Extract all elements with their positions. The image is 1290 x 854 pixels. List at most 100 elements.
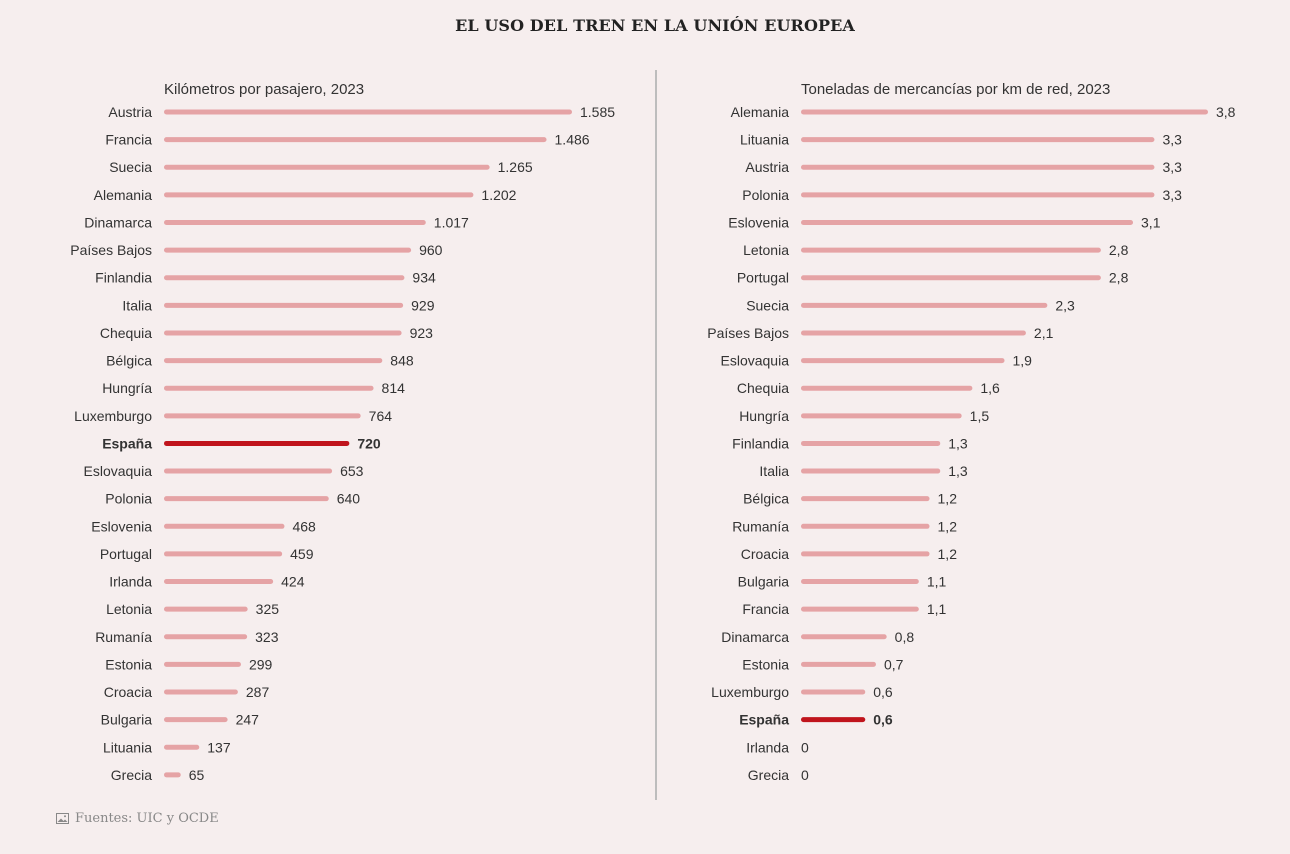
value-label: 1.017 — [434, 214, 469, 230]
passenger-km-chart: Kilómetros por pasajero, 2023 Austria 1.58… — [70, 81, 615, 783]
value-label: 653 — [340, 463, 364, 479]
value-label: 764 — [369, 408, 393, 424]
value-label: 1,3 — [948, 463, 968, 479]
value-label: 960 — [419, 242, 443, 258]
category-label: Letonia — [106, 601, 152, 617]
category-label: Suecia — [746, 297, 789, 313]
category-label: Rumanía — [95, 629, 152, 645]
category-label: Luxemburgo — [74, 408, 152, 424]
value-label: 0,6 — [873, 712, 893, 728]
value-label: 287 — [246, 684, 270, 700]
category-label: Dinamarca — [84, 214, 152, 230]
category-label: Eslovaquia — [84, 463, 153, 479]
value-label: 1,6 — [980, 380, 1000, 396]
category-label: Polonia — [105, 491, 152, 507]
category-label: Grecia — [111, 767, 152, 783]
value-label: 0,7 — [884, 656, 904, 672]
value-label: 247 — [236, 712, 260, 728]
value-label: 3,3 — [1162, 187, 1182, 203]
value-label: 3,1 — [1141, 214, 1161, 230]
category-label: Estonia — [742, 656, 789, 672]
value-label: 923 — [410, 325, 434, 341]
category-label: Portugal — [737, 270, 789, 286]
category-label: Hungría — [739, 408, 789, 424]
value-label: 0 — [801, 739, 809, 755]
image-icon — [56, 813, 69, 824]
value-label: 3,8 — [1216, 104, 1236, 120]
category-label: Dinamarca — [721, 629, 789, 645]
value-label: 1,1 — [927, 574, 947, 590]
value-label: 1.585 — [580, 104, 615, 120]
category-label: Chequia — [100, 325, 152, 341]
value-label: 848 — [390, 353, 414, 369]
value-label: 2,8 — [1109, 270, 1129, 286]
category-label: Bulgaria — [101, 712, 153, 728]
value-label: 1,2 — [938, 518, 958, 534]
category-label: Polonia — [742, 187, 789, 203]
category-label: Hungría — [102, 380, 152, 396]
category-label: Grecia — [748, 767, 789, 783]
value-label: 1.265 — [498, 159, 533, 175]
category-label: Eslovaquia — [721, 353, 790, 369]
category-label: Letonia — [743, 242, 789, 258]
value-label: 0 — [801, 767, 809, 783]
value-label: 640 — [337, 491, 361, 507]
value-label: 1,9 — [1013, 353, 1033, 369]
value-label: 299 — [249, 656, 273, 672]
chart-title: Toneladas de mercancías por km de red, 2… — [801, 81, 1110, 98]
value-label: 65 — [189, 767, 205, 783]
value-label: 1.202 — [481, 187, 516, 203]
category-label: Austria — [745, 159, 789, 175]
category-label: España — [739, 712, 789, 728]
value-label: 1,2 — [938, 491, 958, 507]
category-label: Austria — [108, 104, 152, 120]
category-label: Croacia — [741, 546, 789, 562]
category-label: Alemania — [731, 104, 790, 120]
page-title: EL USO DEL TREN EN LA UNIÓN EUROPEA — [455, 16, 855, 35]
category-label: Países Bajos — [707, 325, 789, 341]
value-label: 929 — [411, 297, 435, 313]
value-label: 1,3 — [948, 435, 968, 451]
value-label: 3,3 — [1162, 159, 1182, 175]
value-label: 424 — [281, 574, 305, 590]
value-label: 325 — [256, 601, 280, 617]
category-label: Bulgaria — [738, 574, 790, 590]
value-label: 720 — [357, 435, 381, 451]
category-label: Eslovenia — [91, 518, 152, 534]
category-label: Irlanda — [109, 574, 152, 590]
category-label: Rumanía — [732, 518, 789, 534]
category-label: Suecia — [109, 159, 152, 175]
value-label: 1,5 — [970, 408, 990, 424]
value-label: 934 — [412, 270, 436, 286]
category-label: Italia — [759, 463, 789, 479]
category-label: Lituania — [103, 739, 152, 755]
value-label: 1,1 — [927, 601, 947, 617]
category-label: Bélgica — [743, 491, 789, 507]
value-label: 3,3 — [1162, 132, 1182, 148]
category-label: Eslovenia — [728, 214, 789, 230]
category-label: Luxemburgo — [711, 684, 789, 700]
category-label: Finlandia — [732, 435, 789, 451]
category-label: Francia — [105, 132, 152, 148]
category-label: Francia — [742, 601, 789, 617]
category-label: Bélgica — [106, 353, 152, 369]
value-label: 2,8 — [1109, 242, 1129, 258]
category-label: Países Bajos — [70, 242, 152, 258]
value-label: 459 — [290, 546, 314, 562]
value-label: 2,1 — [1034, 325, 1054, 341]
value-label: 323 — [255, 629, 279, 645]
value-label: 0,6 — [873, 684, 893, 700]
category-label: Italia — [122, 297, 152, 313]
value-label: 468 — [292, 518, 316, 534]
category-label: España — [102, 435, 152, 451]
category-label: Croacia — [104, 684, 152, 700]
category-label: Irlanda — [746, 739, 789, 755]
category-label: Chequia — [737, 380, 789, 396]
value-label: 1.486 — [555, 132, 590, 148]
chart-title: Kilómetros por pasajero, 2023 — [164, 81, 364, 98]
category-label: Estonia — [105, 656, 152, 672]
value-label: 814 — [382, 380, 406, 396]
category-label: Alemania — [94, 187, 153, 203]
value-label: 2,3 — [1055, 297, 1075, 313]
